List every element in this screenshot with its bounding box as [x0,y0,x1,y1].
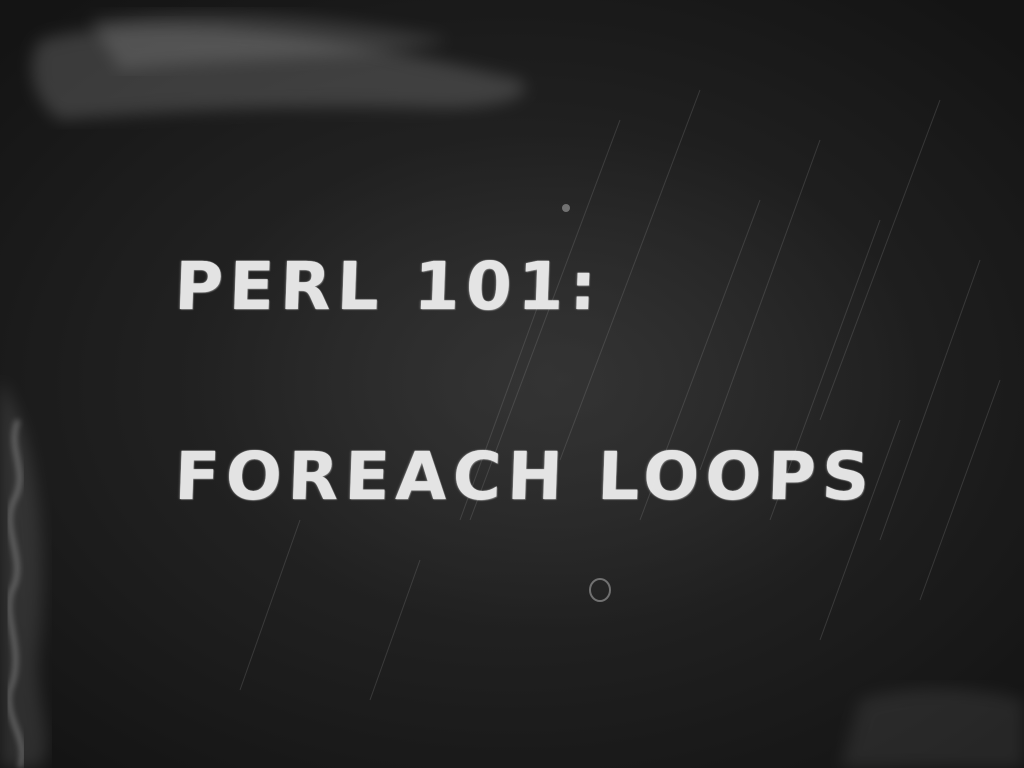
slide-title-line-1: PERL 101: [173,248,604,325]
eraser-smudge-bottom-right [840,688,1024,768]
chalk-squiggle-left [6,419,25,768]
chalk-circle-mark [589,578,611,602]
scratch-streaks [239,89,1001,701]
eraser-smudge-top-2 [90,12,450,70]
eraser-smudge-left [0,380,48,768]
chalk-dot [562,204,570,212]
slide-title-line-2: FOREACH LOOPS [173,438,877,515]
